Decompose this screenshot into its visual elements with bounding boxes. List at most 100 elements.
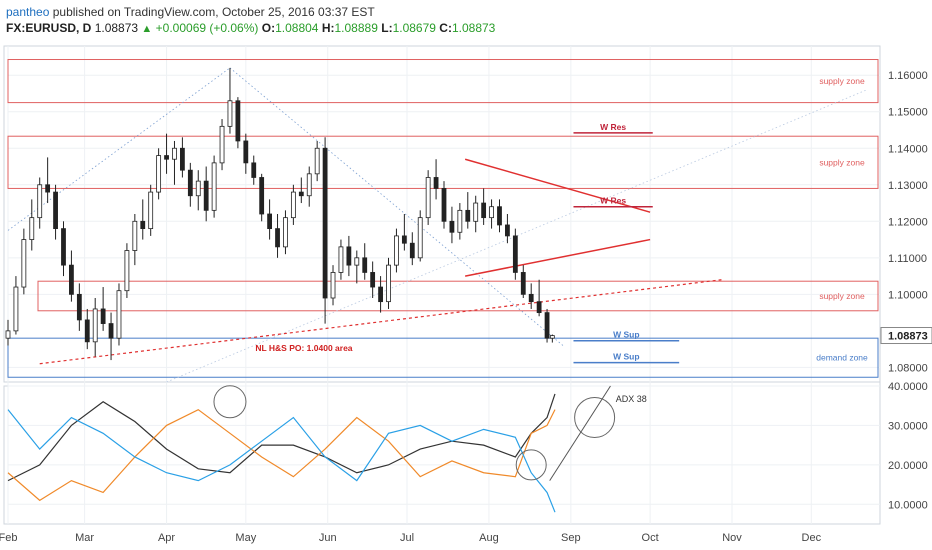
candle-body <box>409 242 415 259</box>
candle-body <box>457 209 463 233</box>
neckline <box>39 279 722 365</box>
candle-body <box>346 246 352 266</box>
zone-label: demand zone <box>816 353 868 363</box>
candle-body <box>203 180 209 211</box>
adx-line <box>7 393 556 482</box>
indicator-tick-label: 10.0000 <box>888 499 928 511</box>
candle-body <box>306 173 312 197</box>
candle-body <box>370 272 376 288</box>
candle-body <box>124 250 130 292</box>
indicator-tick-label: 40.0000 <box>888 381 928 393</box>
candle-body <box>69 264 74 295</box>
candle-body <box>187 169 193 197</box>
zone-label: supply zone <box>819 157 865 167</box>
price-tick-label: 1.08000 <box>888 362 928 374</box>
candle-body <box>505 224 510 237</box>
candle-body <box>330 272 336 299</box>
candle-body <box>53 191 58 230</box>
up-arrow-icon: ▲ <box>141 23 153 35</box>
candle-body <box>211 162 217 211</box>
indicator-layer: ADX 38 <box>7 385 647 513</box>
candle-body <box>401 235 407 244</box>
candle-body <box>29 217 35 240</box>
low-label: L: <box>381 21 393 35</box>
close-label: C: <box>439 21 452 35</box>
zone-box <box>37 280 879 312</box>
candle-body <box>259 177 265 215</box>
candles-layer <box>5 67 555 361</box>
candle-body <box>84 319 90 343</box>
zone-label: supply zone <box>819 291 865 301</box>
candle-body <box>449 220 455 233</box>
candle-body <box>132 220 138 251</box>
x-tick-label: Feb <box>0 532 17 544</box>
annotation-circle <box>213 385 247 419</box>
close-value: 1.08873 <box>451 21 496 35</box>
indicator-tick-label: 20.0000 <box>888 460 928 472</box>
open-value: 1.08804 <box>275 21 319 35</box>
high-value: 1.08889 <box>334 21 378 35</box>
indicator-tick-label: 30.0000 <box>888 420 928 432</box>
adx-label: ADX 38 <box>616 394 647 404</box>
di-plus-line <box>7 408 556 502</box>
x-tick-label: Nov <box>722 532 742 544</box>
x-tick-label: Mar <box>75 532 94 544</box>
candle-body <box>164 155 169 160</box>
candle-body <box>140 220 146 230</box>
x-tick-label: Sep <box>561 532 581 544</box>
x-tick-label: Jun <box>319 532 337 544</box>
dotted-channel-line <box>7 67 231 231</box>
candle-body <box>394 235 399 266</box>
candle-body <box>116 290 122 339</box>
candle-body <box>148 191 154 230</box>
candle-body <box>536 301 542 314</box>
candle-body <box>235 100 241 142</box>
candle-body <box>425 177 431 219</box>
change-value: +0.00069 (+0.06%) <box>155 21 259 35</box>
annotation-circle <box>574 397 616 439</box>
triangle-lower-line <box>464 238 651 277</box>
candle-body <box>489 206 494 219</box>
candle-body <box>338 246 344 273</box>
zone-label: supply zone <box>819 76 865 86</box>
candle-body <box>465 209 471 222</box>
candle-body <box>378 286 383 303</box>
candle-body <box>219 125 225 164</box>
candle-body <box>362 257 368 273</box>
zone-box <box>7 337 879 378</box>
candle-body <box>275 228 280 248</box>
symbol-label: FX:EURUSD, D <box>6 21 92 35</box>
di-minus-line <box>7 409 556 513</box>
author-link[interactable]: pantheo <box>6 5 50 19</box>
x-tick-label: Dec <box>802 532 822 544</box>
candle-body <box>322 147 328 299</box>
price-tick-label: 1.16000 <box>888 70 928 82</box>
zones-layer: supply zone supply zone supply zone demand … <box>7 59 879 378</box>
level-label: W Res <box>600 196 626 206</box>
candle-body <box>290 191 296 219</box>
candle-body <box>481 202 487 219</box>
zone-box <box>7 59 879 104</box>
price-tick-label: 1.11000 <box>888 253 927 265</box>
candle-body <box>45 184 51 193</box>
candle-body <box>195 180 201 197</box>
candle-body <box>76 293 82 321</box>
trendlines-layer <box>7 67 867 383</box>
candle-body <box>108 323 114 339</box>
annotation-circle <box>515 449 547 481</box>
candle-body <box>267 213 273 230</box>
last-price: 1.08873 <box>94 21 139 35</box>
axes-layer: Feb Mar Apr May Jun Jul Aug Sep Oct Nov Dec 1.16000… <box>0 70 932 544</box>
candle-body <box>227 100 233 127</box>
level-label: W Sup <box>613 352 639 362</box>
grid <box>7 46 880 524</box>
last-price-box <box>880 327 932 345</box>
price-tick-label: 1.12000 <box>888 216 928 228</box>
x-tick-label: Apr <box>158 532 175 544</box>
candle-body <box>179 147 185 171</box>
candle-body <box>21 239 27 288</box>
triangle-upper-line <box>464 158 651 213</box>
candle-body <box>386 264 391 303</box>
candle-body <box>92 308 98 343</box>
